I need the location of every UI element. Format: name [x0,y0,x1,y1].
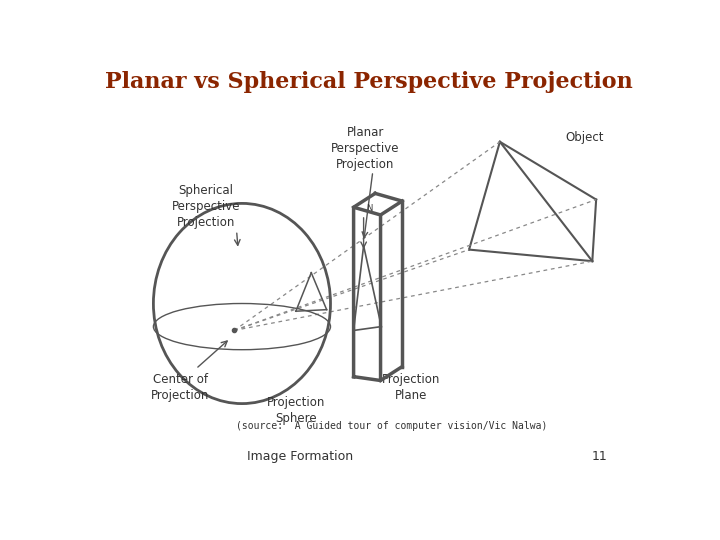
Text: (source:  A Guided tour of computer vision/Vic Nalwa): (source: A Guided tour of computer visio… [236,421,548,430]
Text: Planar vs Spherical Perspective Projection: Planar vs Spherical Perspective Projecti… [105,71,633,93]
Text: Image Formation: Image Formation [247,450,353,463]
Text: 11: 11 [592,450,608,463]
Text: Projection
Sphere: Projection Sphere [266,396,325,425]
Text: Object: Object [565,131,604,145]
Text: N: N [366,205,372,213]
Text: Planar
Perspective
Projection: Planar Perspective Projection [331,126,400,171]
Text: Center of
Projection: Center of Projection [151,373,210,402]
Text: Projection
Plane: Projection Plane [382,373,441,402]
Text: Spherical
Perspective
Projection: Spherical Perspective Projection [171,184,240,229]
